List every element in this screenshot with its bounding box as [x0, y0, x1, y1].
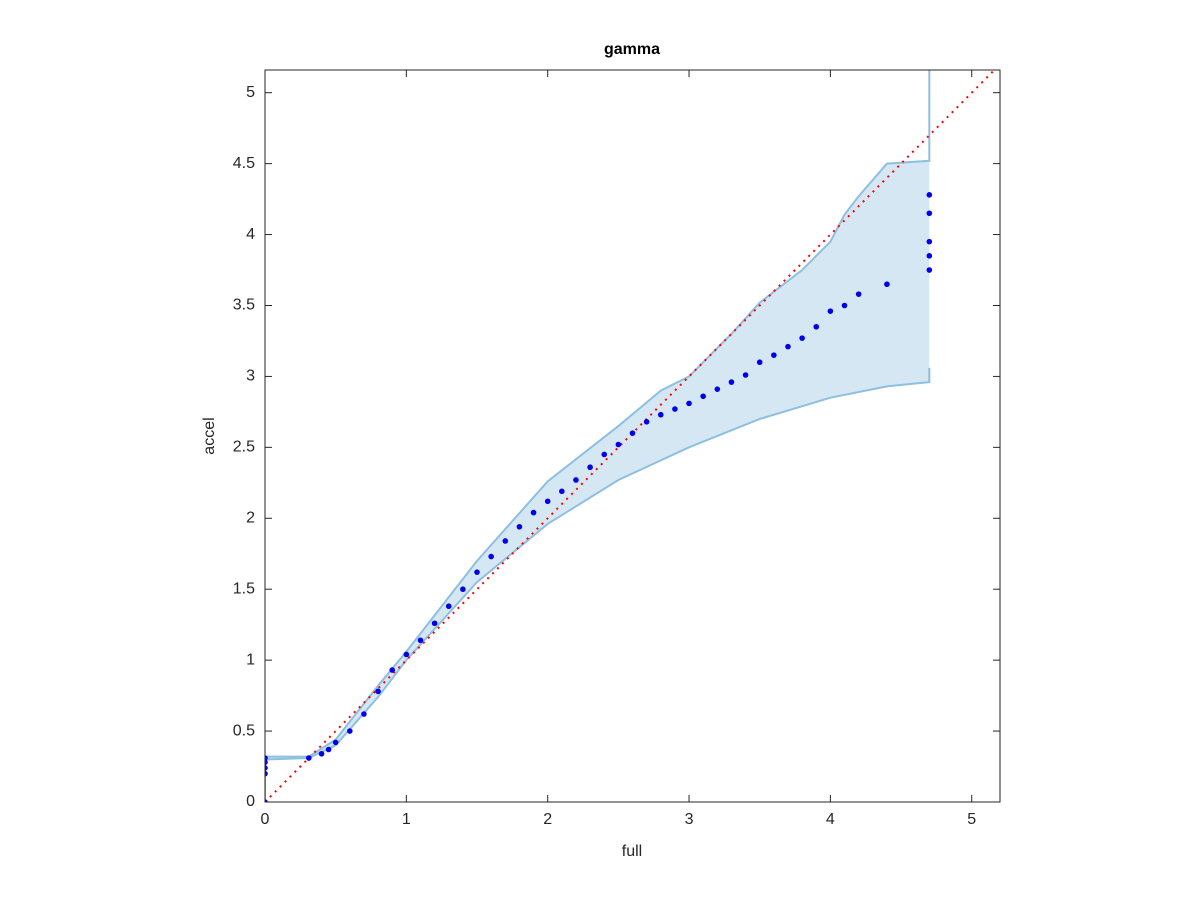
y-tick-label: 0.5 [233, 722, 255, 739]
point [926, 238, 933, 245]
plot-area [265, 70, 996, 802]
point [265, 765, 268, 771]
point [460, 586, 466, 593]
band-fill [265, 70, 930, 802]
y-tick-label: 4.5 [233, 155, 255, 172]
x-axis-label: full [622, 843, 642, 860]
point [813, 323, 820, 330]
point [265, 799, 268, 802]
point [629, 430, 636, 436]
point [530, 509, 537, 516]
band-lower [265, 367, 931, 802]
point [445, 603, 452, 610]
y-tick-label: 1 [246, 651, 255, 668]
axes-box [264, 69, 1001, 803]
y-tick-label: 2 [246, 509, 255, 526]
point [657, 411, 664, 418]
point [573, 477, 579, 483]
point [742, 372, 749, 378]
y-tick-label: 5 [246, 84, 255, 101]
point [672, 406, 678, 412]
point [785, 343, 791, 350]
band-upper [265, 70, 931, 802]
point [841, 302, 848, 309]
point [756, 359, 763, 366]
x-tick-label: 4 [826, 811, 835, 828]
point [318, 750, 325, 757]
point [403, 651, 410, 658]
x-tick-label: 0 [261, 811, 270, 828]
x-tick-label: 3 [685, 811, 694, 828]
y-tick-label: 3 [246, 368, 255, 385]
point [417, 637, 424, 644]
point [332, 739, 339, 746]
y-tick-label: 1.5 [233, 580, 255, 597]
chart-title: gamma [604, 41, 660, 58]
point [265, 755, 268, 761]
point [474, 569, 480, 575]
point [771, 352, 777, 358]
point [516, 523, 523, 530]
point [431, 620, 438, 627]
point [615, 441, 622, 448]
point [375, 688, 381, 695]
point [700, 393, 706, 400]
point [714, 386, 721, 392]
point [601, 451, 608, 458]
y-tick-label: 2.5 [233, 439, 255, 456]
point [643, 419, 650, 425]
point [389, 667, 396, 673]
point [799, 335, 805, 341]
point [827, 308, 834, 314]
y-tick-label: 4 [246, 226, 255, 243]
point [686, 400, 692, 407]
point [325, 746, 332, 753]
point [265, 770, 268, 777]
y-tick-label: 3.5 [233, 297, 255, 314]
y-axis-label: accel [201, 417, 218, 454]
point [544, 498, 551, 505]
point [855, 291, 862, 297]
point [926, 192, 933, 198]
point [926, 253, 933, 259]
point [559, 488, 565, 495]
point [306, 755, 312, 761]
point [347, 728, 353, 734]
point [926, 210, 933, 217]
point [926, 267, 933, 273]
point [361, 711, 367, 717]
point [728, 379, 735, 385]
point [488, 553, 494, 560]
point [502, 538, 509, 544]
y-tick-label: 0 [246, 793, 255, 810]
point [587, 464, 593, 471]
x-tick-label: 2 [543, 811, 552, 828]
point [265, 759, 268, 766]
x-tick-label: 1 [402, 811, 411, 828]
x-tick-label: 5 [967, 811, 976, 828]
point [884, 281, 890, 288]
